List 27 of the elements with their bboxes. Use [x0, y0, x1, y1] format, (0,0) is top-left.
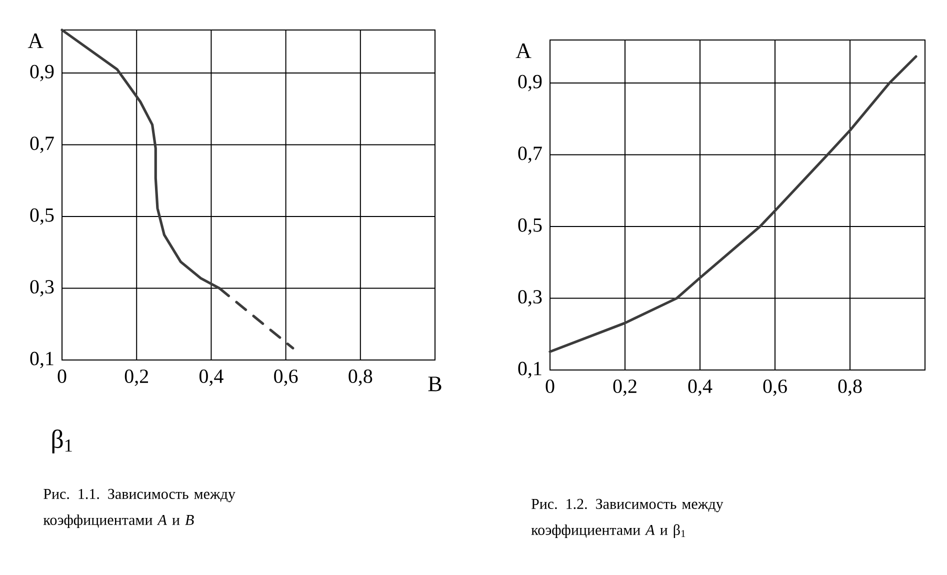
x-tick-label: 0: [58, 370, 66, 384]
y-tick-label: 0,3: [30, 280, 54, 296]
y-tick-label: 0,7: [518, 146, 542, 163]
x-tick-label: 0,4: [199, 370, 224, 386]
y-tick-label: 0,9: [518, 74, 542, 92]
x-tick-label: 0,2: [613, 380, 636, 396]
text: Рис. 1.1. Зависимость между коэффициентами A и B: [43, 488, 236, 528]
x-tick-label: 0,2: [124, 370, 148, 386]
text: β$_{1}$: [52, 430, 72, 454]
x-tick-label: 0,8: [838, 380, 862, 396]
y-tick-label: 0,3: [518, 290, 542, 306]
y-axis-title: A: [28, 34, 44, 48]
x-axis-title: B: [428, 376, 442, 392]
y-tick-label: 0,7: [30, 136, 54, 153]
y-tick-label: 0,1: [518, 362, 542, 378]
y-axis-title: A: [516, 44, 532, 58]
y-tick-label: 0,5: [518, 218, 542, 235]
text: Рис. 1.2. Зависимость между коэффициентами A и β$_{1}$: [531, 498, 724, 538]
line-series: [548, 55, 918, 353]
x-tick-label: 0,8: [348, 370, 372, 386]
x-tick-label: 0: [546, 380, 554, 394]
x-tick-label: 0,6: [274, 370, 298, 386]
x-tick-label: 0,4: [688, 380, 712, 396]
x-tick-label: 0,6: [763, 380, 787, 396]
y-tick-label: 0,1: [30, 352, 54, 368]
y-tick-label: 0,9: [30, 64, 54, 82]
y-tick-label: 0,5: [30, 208, 54, 225]
